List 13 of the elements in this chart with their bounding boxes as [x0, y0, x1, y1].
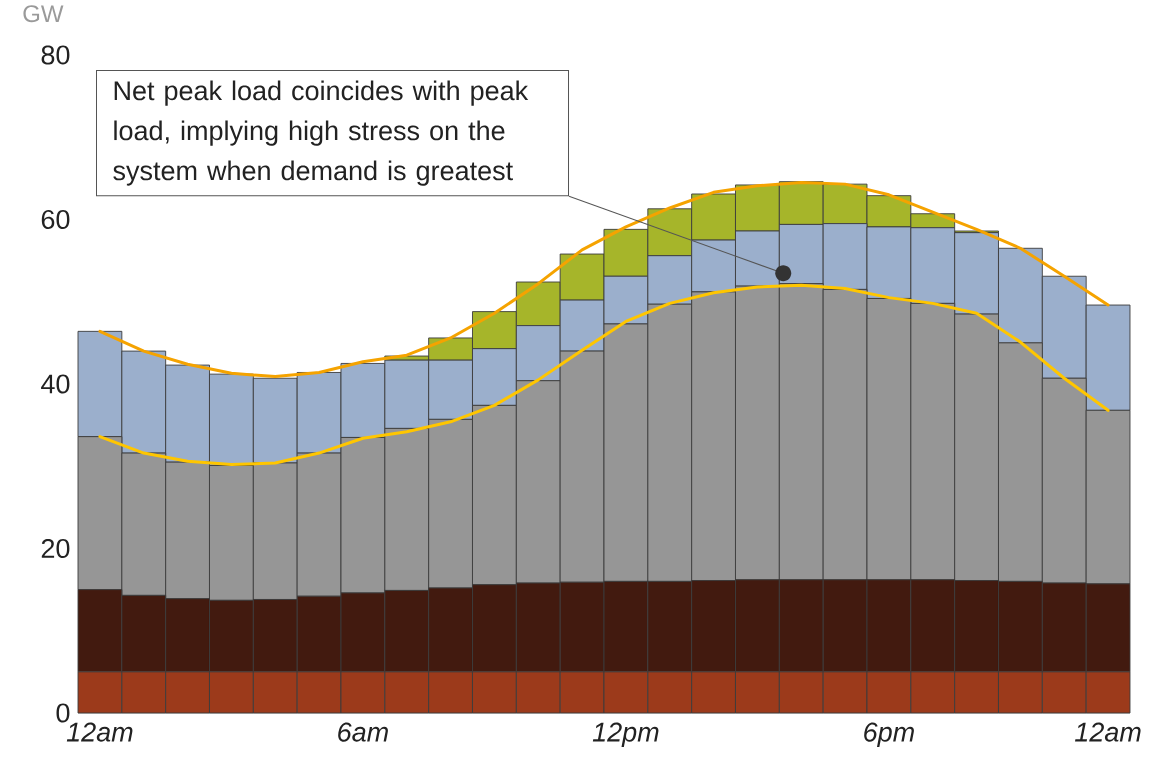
y-tick-label: 20 [41, 538, 70, 559]
y-tick-label: 0 [56, 703, 70, 723]
x-tick-label: 12am [1075, 722, 1141, 742]
x-tick-label: 12pm [592, 722, 659, 747]
y-axis-title: GW [23, 5, 64, 23]
annotation: Net peak load coincides with peak load, implying high stress on the system when demand is greatest [113, 80, 529, 186]
y-tick-label: 40 [41, 374, 70, 394]
y-tick-label: 60 [41, 209, 70, 230]
y-tick-label: 80 [41, 45, 70, 65]
x-tick-label: 12am [66, 722, 133, 742]
x-tick-label: 6am [338, 722, 388, 742]
line-series [98, 283, 1110, 467]
x-tick-label: 6pm [864, 722, 914, 747]
